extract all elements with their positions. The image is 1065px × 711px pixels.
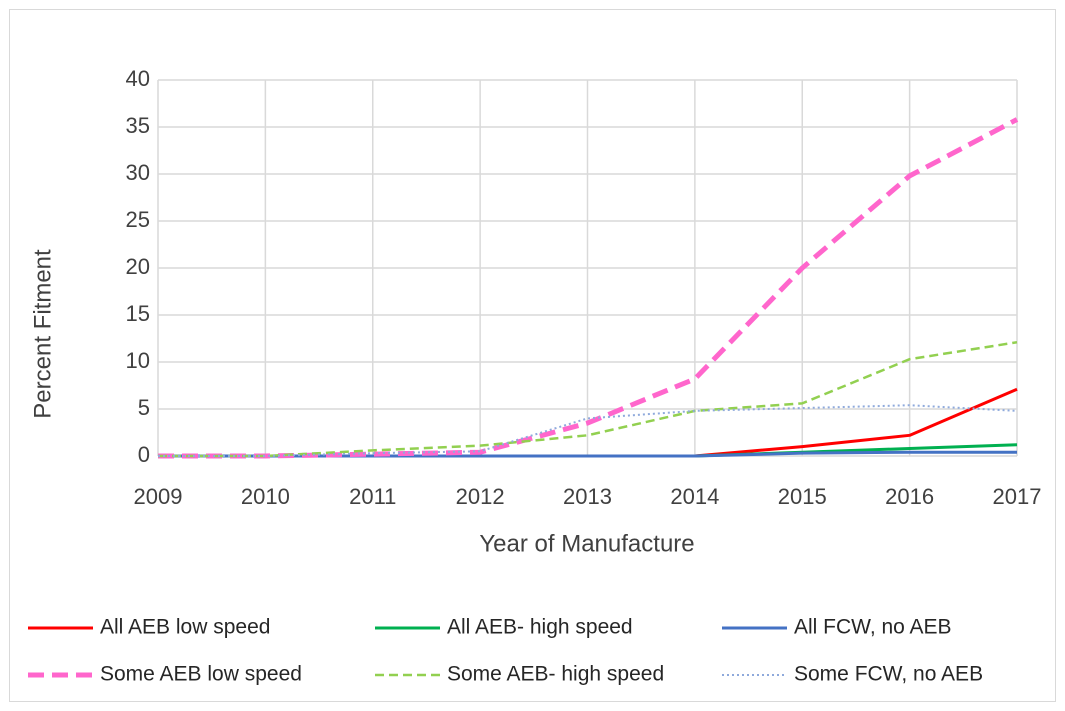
y-tick-label: 5 [138,395,150,420]
legend-label: All AEB low speed [100,616,270,639]
chart-border [9,9,1056,702]
y-tick-label: 40 [126,66,150,91]
y-tick-label: 20 [126,254,150,279]
series-line [158,117,1019,459]
x-tick-label: 2010 [241,484,290,509]
legend-label: All FCW, no AEB [794,616,952,639]
x-tick-label: 2013 [563,484,612,509]
x-tick-label: 2016 [885,484,934,509]
series-line [158,450,1017,458]
legend-label: All AEB- high speed [447,616,633,639]
series-line [158,341,1018,458]
x-tick-label: 2017 [993,484,1042,509]
y-axis-title: Percent Fitment [29,249,56,419]
legend-label: Some AEB- high speed [447,663,664,686]
x-tick-label: 2009 [134,484,183,509]
x-tick-label: 2012 [456,484,505,509]
legend-label: Some AEB low speed [100,663,302,686]
x-tick-label: 2015 [778,484,827,509]
x-tick-label: 2014 [670,484,719,509]
y-tick-label: 35 [126,113,150,138]
x-tick-label: 2011 [349,484,396,509]
series-line [158,404,1018,457]
y-tick-label: 0 [138,442,150,467]
y-tick-label: 25 [126,207,150,232]
legend-label: Some FCW, no AEB [794,663,983,686]
y-tick-label: 30 [126,160,150,185]
x-axis-title: Year of Manufacture [479,530,694,557]
y-tick-label: 15 [126,301,150,326]
y-tick-label: 10 [126,348,150,373]
